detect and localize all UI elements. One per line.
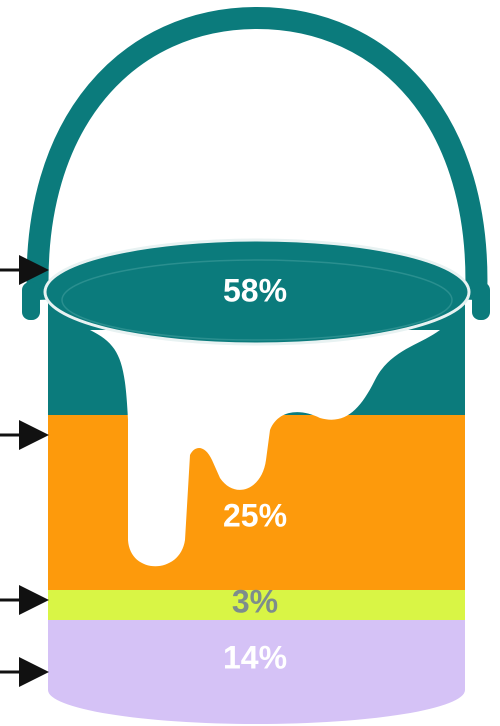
handle-knob	[472, 282, 490, 320]
value-label: 14%	[223, 639, 287, 675]
paint-drip	[90, 330, 440, 567]
band	[48, 590, 465, 620]
value-label: 3%	[232, 583, 278, 619]
value-label: 25%	[223, 497, 287, 533]
arrows	[0, 255, 49, 687]
band	[48, 620, 465, 724]
handle-knob	[22, 282, 40, 320]
labels: 58% 25% 3% 14%	[223, 272, 287, 675]
lid-rim	[61, 259, 453, 341]
handle	[26, 6, 488, 301]
value-label: 58%	[223, 272, 287, 308]
